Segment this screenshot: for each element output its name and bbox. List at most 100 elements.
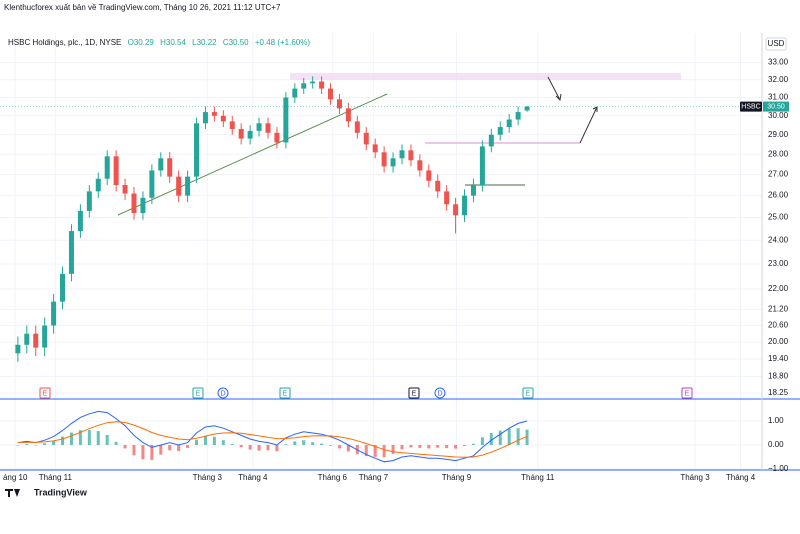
candle-body: [149, 170, 155, 198]
histogram-bar: [266, 445, 270, 451]
y-tick-label: 27.00: [768, 170, 789, 179]
histogram-bar: [177, 445, 181, 452]
ohlc: L30.22: [192, 38, 217, 47]
candle-body: [265, 123, 271, 133]
y-tick-label: 21.20: [768, 305, 789, 314]
histogram-bar: [52, 440, 56, 446]
candle-body: [51, 301, 57, 326]
candle-body: [417, 160, 423, 171]
x-tick-label: Tháng 3: [193, 473, 223, 482]
footer-logo: TradingView: [34, 487, 88, 497]
candle-body: [345, 108, 351, 122]
histogram-bar: [257, 445, 261, 451]
histogram-bar: [391, 445, 395, 454]
candle-body: [515, 112, 521, 120]
histogram-bar: [373, 445, 377, 457]
y-tick-label: 19.40: [768, 354, 789, 363]
macd-line: [17, 410, 528, 463]
histogram-bar: [96, 431, 100, 446]
y-tick-label: 24.00: [768, 235, 789, 244]
histogram-bar: [302, 440, 306, 446]
ohlc: O30.29: [127, 38, 154, 47]
x-tick-label: Tháng 6: [318, 473, 348, 482]
event-marker: [39, 387, 51, 399]
histogram-bar: [87, 430, 91, 446]
histogram-bar: [445, 445, 449, 449]
event-marker: [681, 387, 693, 399]
candle-body: [292, 88, 298, 98]
candle-body: [247, 130, 253, 139]
candle-body: [229, 121, 235, 129]
arrow: [579, 106, 598, 144]
event-label: E: [43, 390, 48, 397]
candle-body: [167, 158, 173, 177]
y-tick-label: 32.00: [768, 75, 789, 84]
histogram-bar: [275, 445, 279, 452]
currency-box[interactable]: [765, 37, 787, 51]
candle-body: [444, 191, 450, 205]
candle-body: [256, 123, 262, 131]
candle-body: [15, 344, 21, 354]
grid: [0, 33, 762, 470]
histogram-bar: [212, 436, 216, 446]
histogram-bar: [427, 445, 431, 449]
candle-body: [131, 193, 137, 214]
event-marker: [217, 387, 229, 399]
candle-body: [310, 81, 316, 84]
event-marker: [408, 387, 420, 399]
ohlc: C30.50: [222, 38, 249, 47]
event-marker: [192, 387, 204, 399]
price-tag: [763, 101, 789, 112]
histogram-bar: [16, 445, 20, 446]
histogram-bar: [43, 443, 47, 446]
y-tick-label: 31.00: [768, 93, 789, 102]
histogram-bar: [203, 435, 207, 446]
histogram-bar: [364, 445, 368, 457]
event-label: E: [196, 390, 201, 397]
candle-body: [274, 132, 280, 143]
histogram-bar: [454, 445, 458, 449]
histogram-bar: [132, 445, 136, 456]
currency: USD: [768, 39, 785, 48]
histogram-bar: [463, 445, 467, 446]
histogram-bar: [480, 437, 484, 446]
marks: [0, 76, 762, 463]
candle-body: [462, 195, 468, 216]
candle-body: [86, 191, 92, 211]
publisher: Klenthucforex xuất bản về TradingView.co…: [4, 3, 281, 12]
histogram-bar: [489, 433, 493, 446]
candle-body: [497, 127, 503, 135]
histogram-bar: [311, 442, 315, 446]
histogram-bar: [34, 445, 38, 446]
candle-body: [33, 333, 39, 348]
candle-body: [113, 156, 119, 186]
candle-body: [68, 231, 74, 274]
histogram-bar: [105, 434, 109, 446]
y-tick-label: 23.00: [768, 259, 789, 268]
histogram-bar: [409, 445, 413, 448]
candle-body: [301, 83, 307, 89]
candle-body: [381, 152, 387, 167]
histogram-bar: [293, 441, 297, 446]
candle-body: [24, 333, 30, 345]
y-tick-label: 20.60: [768, 321, 789, 330]
x-tick-label: Tháng 4: [238, 473, 268, 482]
arrow: [547, 76, 562, 102]
y-tick-label: 29.00: [768, 130, 789, 139]
candle-body: [95, 178, 101, 192]
histogram-bar: [230, 444, 234, 446]
candle-body: [408, 150, 414, 161]
x-tick-label: Tháng 3: [680, 473, 710, 482]
candle-body: [479, 146, 485, 186]
y-tick-label: −1.00: [768, 464, 789, 473]
x-tick-label: Tháng 7: [359, 473, 389, 482]
candle-body: [363, 132, 369, 145]
x-tick-label: Tháng 9: [442, 473, 472, 482]
event-label: E: [685, 390, 690, 397]
y-tick-label: 28.00: [768, 149, 789, 158]
candle-body: [336, 99, 342, 109]
histogram-bar: [329, 445, 333, 446]
change: +0.48 (+1.60%): [254, 38, 311, 47]
